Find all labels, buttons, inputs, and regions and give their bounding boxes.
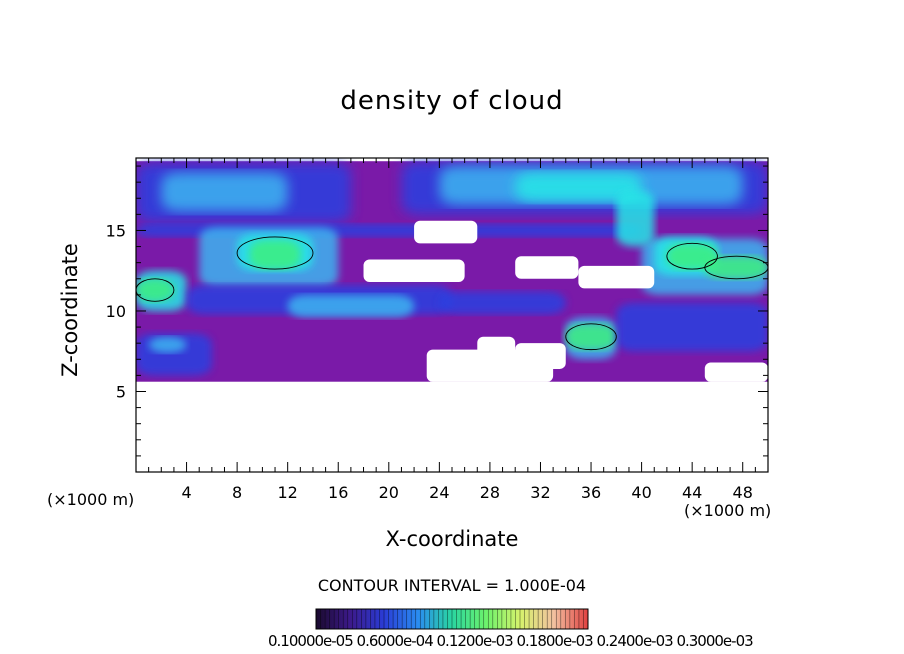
cloud-blob bbox=[249, 240, 301, 270]
clear-air-gap bbox=[515, 343, 566, 369]
x-tick-label: 32 bbox=[530, 483, 550, 502]
contour-line bbox=[666, 242, 718, 270]
clear-air-gap bbox=[363, 259, 465, 282]
x-tick-label: 20 bbox=[379, 483, 399, 502]
cloud-blob bbox=[439, 291, 566, 315]
y-tick-label: 15 bbox=[106, 221, 126, 240]
colorbar-frame bbox=[315, 608, 589, 630]
x-tick-label: 28 bbox=[480, 483, 500, 502]
x-tick-label: 24 bbox=[429, 483, 449, 502]
x-tick-label: 12 bbox=[278, 483, 298, 502]
x-axis-ticks: 4 8 12 16 20 24 28 32 36 40 44 48 bbox=[148, 158, 756, 502]
cloud-blob bbox=[616, 302, 768, 352]
cloud-blob bbox=[287, 294, 415, 318]
contour-line bbox=[565, 323, 617, 351]
x-tick-label: 44 bbox=[682, 483, 702, 502]
x-tick-label: 4 bbox=[181, 483, 191, 502]
clear-air-below bbox=[136, 381, 768, 472]
cloud-blob bbox=[666, 243, 718, 270]
y-tick-label: 10 bbox=[106, 302, 126, 321]
cloud-blob bbox=[565, 323, 617, 350]
cloud-blob bbox=[148, 336, 187, 353]
contour-line bbox=[704, 255, 768, 280]
x-tick-label: 48 bbox=[733, 483, 753, 502]
contour-interval-label: CONTOUR INTERVAL = 1.000E-04 bbox=[317, 576, 587, 595]
clear-air-gap bbox=[578, 265, 655, 289]
cloud-blob bbox=[704, 256, 768, 279]
y-axis-ticks: 5 10 15 bbox=[106, 165, 768, 457]
clear-air-gap bbox=[704, 362, 768, 382]
x-axis-label: X-coordinate bbox=[385, 527, 519, 551]
x-unit-left: (×1000 m) bbox=[47, 490, 135, 509]
x-tick-label: 36 bbox=[581, 483, 601, 502]
x-tick-label: 40 bbox=[631, 483, 651, 502]
chart-title: density of cloud bbox=[340, 86, 564, 116]
x-unit-right: (×1000 m) bbox=[684, 501, 772, 520]
clear-air-gap bbox=[477, 336, 516, 373]
cloud-blob bbox=[515, 172, 642, 202]
y-axis-label: Z-coordinate bbox=[58, 243, 82, 377]
clear-air-gap bbox=[515, 256, 579, 279]
y-tick-label: 5 bbox=[116, 382, 126, 401]
cloud-blob bbox=[161, 172, 288, 212]
contour-line bbox=[136, 278, 175, 302]
cloud-blob bbox=[136, 278, 174, 302]
x-tick-label: 16 bbox=[328, 483, 348, 502]
contour-line bbox=[236, 236, 314, 270]
x-tick-label: 8 bbox=[232, 483, 242, 502]
cloud-density-field bbox=[136, 161, 768, 472]
colorbar-labels: 0.10000e-05 0.6000e-04 0.1200e-03 0.1800… bbox=[268, 632, 754, 650]
cloud-blob bbox=[616, 190, 655, 247]
clear-air-gap bbox=[414, 220, 478, 244]
colorbar bbox=[315, 608, 589, 630]
